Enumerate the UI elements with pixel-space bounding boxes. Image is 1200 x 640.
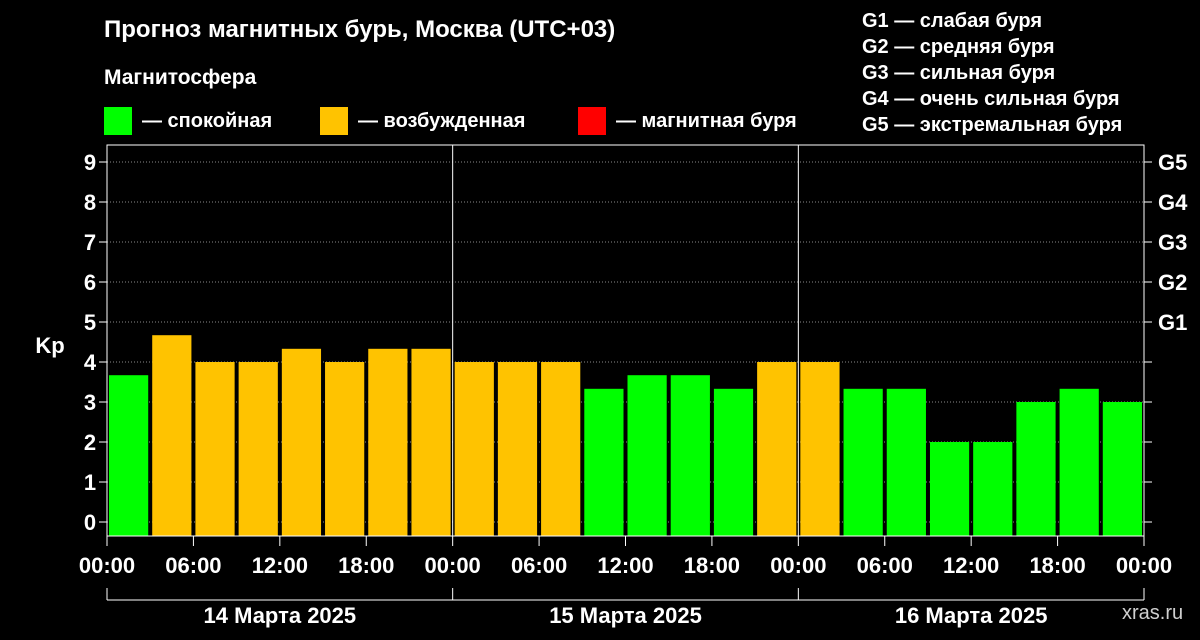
y-tick-label-2: 2 <box>84 430 96 455</box>
legend-label-storm: — магнитная буря <box>616 109 797 132</box>
x-tick-label-8: 00:00 <box>770 553 826 578</box>
x-tick-label-1: 06:00 <box>165 553 221 578</box>
x-tick-label-7: 18:00 <box>684 553 740 578</box>
g-scale-item-g3: G3 — сильная буря <box>862 62 1056 84</box>
g-level-label-g2: G2 <box>1158 270 1187 295</box>
kp-bar-9 <box>497 362 538 536</box>
y-tick-label-4: 4 <box>84 350 97 375</box>
day-label-1: 15 Марта 2025 <box>549 603 702 628</box>
kp-bar-1 <box>152 335 192 536</box>
day-label-0: 14 Марта 2025 <box>204 603 357 628</box>
y-tick-label-3: 3 <box>84 390 96 415</box>
kp-bar-3 <box>238 362 278 536</box>
kp-bar-20 <box>973 442 1013 536</box>
x-tick-label-9: 06:00 <box>857 553 913 578</box>
kp-bar-19 <box>929 442 970 536</box>
kp-bar-2 <box>195 362 235 536</box>
y-tick-label-7: 7 <box>84 230 96 255</box>
legend-swatch-storm <box>578 107 606 135</box>
kp-bar-13 <box>670 375 710 536</box>
g-scale-legend: G1 — слабая буря G2 — средняя буря G3 — … <box>862 8 1122 138</box>
kp-bar-5 <box>325 362 365 536</box>
x-tick-label-11: 18:00 <box>1029 553 1085 578</box>
x-tick-label-2: 12:00 <box>252 553 308 578</box>
x-tick-label-0: 00:00 <box>79 553 135 578</box>
x-tick-label-12: 00:00 <box>1116 553 1172 578</box>
x-tick-label-5: 06:00 <box>511 553 567 578</box>
kp-bar-14 <box>713 388 754 536</box>
kp-bar-21 <box>1016 402 1056 536</box>
y-axis-label: Kp <box>35 333 64 358</box>
y-tick-label-5: 5 <box>84 310 96 335</box>
legend-item-storm: — магнитная буря <box>578 106 797 136</box>
g-level-label-g3: G3 <box>1158 230 1187 255</box>
kp-bar-10 <box>541 362 581 536</box>
watermark: xras.ru <box>1122 602 1184 624</box>
kp-bar-12 <box>627 375 667 536</box>
g-scale-item-g2: G2 — средняя буря <box>862 36 1055 58</box>
kp-bar-15 <box>757 362 797 536</box>
kp-bar-23 <box>1102 402 1142 536</box>
g-scale-item-g4: G4 — очень сильная буря <box>862 88 1120 110</box>
g-level-label-g5: G5 <box>1158 150 1187 175</box>
legend-label-quiet: — спокойная <box>142 109 273 132</box>
x-tick-label-10: 12:00 <box>943 553 999 578</box>
kp-bar-7 <box>411 348 451 536</box>
kp-bar-11 <box>584 388 624 536</box>
g-level-label-g1: G1 <box>1158 310 1187 335</box>
x-tick-label-4: 00:00 <box>425 553 481 578</box>
kp-bar-18 <box>886 388 926 536</box>
kp-bar-4 <box>281 348 322 536</box>
day-label-2: 16 Марта 2025 <box>895 603 1048 628</box>
g-scale-item-g5: G5 — экстремальная буря <box>862 114 1123 136</box>
legend: — спокойная — возбужденная — магнитная б… <box>104 106 824 136</box>
y-tick-label-0: 0 <box>84 510 96 535</box>
magnetosphere-title: Магнитосфера <box>104 66 257 89</box>
page-title: Прогноз магнитных бурь, Москва (UTC+03) <box>104 16 616 43</box>
y-tick-label-6: 6 <box>84 270 96 295</box>
g-scale-item-g1: G1 — слабая буря <box>862 10 1043 32</box>
y-tick-label-8: 8 <box>84 190 96 215</box>
kp-bar-16 <box>800 362 840 536</box>
kp-bar-17 <box>843 388 883 536</box>
x-tick-label-6: 12:00 <box>597 553 653 578</box>
kp-bar-22 <box>1059 388 1099 536</box>
g-level-label-g4: G4 <box>1158 190 1188 215</box>
kp-bar-8 <box>454 362 494 536</box>
legend-swatch-quiet <box>104 107 132 135</box>
kp-bar-0 <box>109 375 149 536</box>
x-tick-label-3: 18:00 <box>338 553 394 578</box>
y-tick-label-1: 1 <box>84 470 96 495</box>
legend-swatch-active <box>320 107 348 135</box>
kp-bar-6 <box>368 348 408 536</box>
legend-item-active: — возбужденная <box>320 106 525 136</box>
y-tick-label-9: 9 <box>84 150 96 175</box>
legend-item-quiet: — спокойная <box>104 106 272 136</box>
legend-label-active: — возбужденная <box>358 109 526 132</box>
